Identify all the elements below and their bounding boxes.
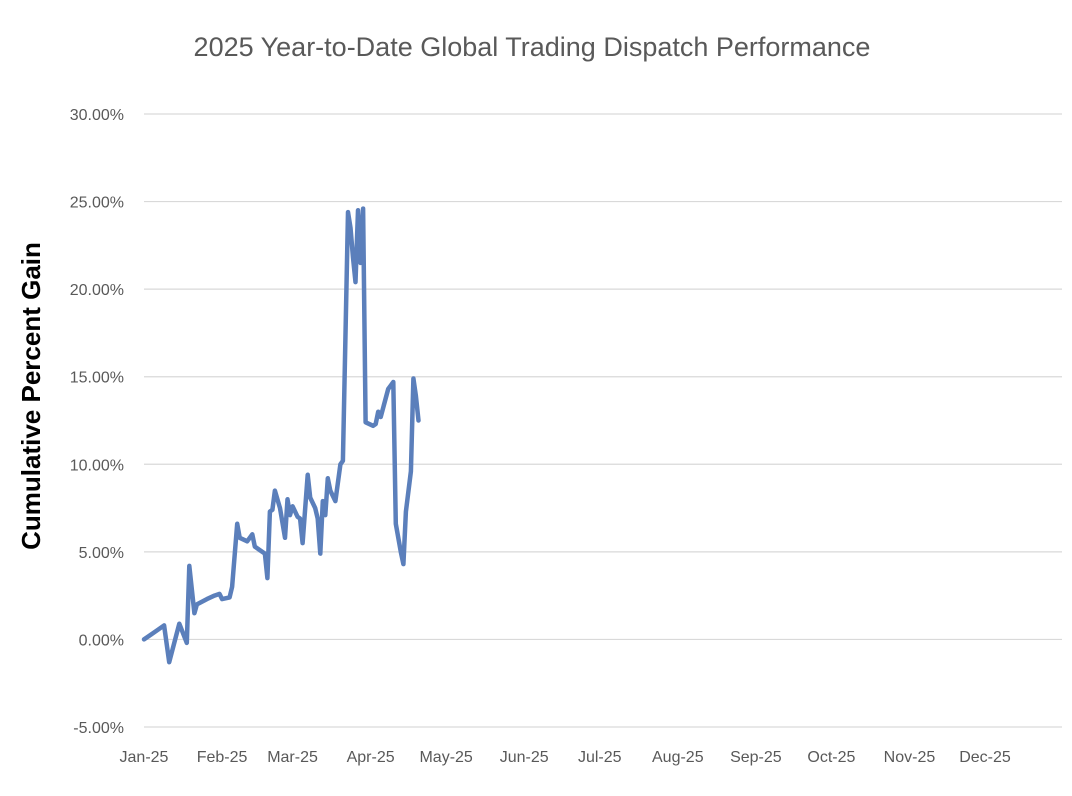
- x-tick-label: Mar-25: [267, 749, 318, 766]
- y-tick-label: 20.00%: [70, 282, 124, 299]
- y-tick-label: 0.00%: [79, 632, 124, 649]
- series-line: [141, 206, 421, 665]
- x-tick-label: Apr-25: [347, 749, 395, 766]
- gridlines: [144, 113, 1062, 728]
- x-tick-label: Aug-25: [652, 749, 704, 766]
- y-tick-label: 30.00%: [70, 107, 124, 124]
- y-tick-label: 5.00%: [79, 545, 124, 562]
- x-tick-label: Sep-25: [730, 749, 782, 766]
- y-tick-label: 25.00%: [70, 195, 124, 212]
- chart-title: 2025 Year-to-Date Global Trading Dispatc…: [194, 32, 871, 62]
- x-tick-label: Dec-25: [959, 749, 1011, 766]
- x-tick-label: Jul-25: [578, 749, 622, 766]
- y-tick-label: 15.00%: [70, 370, 124, 387]
- x-tick-label: Jun-25: [500, 749, 549, 766]
- x-tick-label: Nov-25: [884, 749, 936, 766]
- x-axis-tick-labels: Jan-25 Feb-25 Mar-25 Apr-25 May-25 Jun-25 Jul-…: [120, 749, 1011, 766]
- y-tick-label: -5.00%: [73, 720, 124, 737]
- y-axis-tick-labels: -5.00% 0.00% 5.00% 10.00% 15.00% 20.00% 25.00%…: [70, 107, 124, 737]
- x-tick-label: Jan-25: [120, 749, 169, 766]
- series-group: [141, 206, 421, 665]
- y-axis-label: Cumulative Percent Gain: [16, 242, 46, 550]
- x-tick-label: May-25: [419, 749, 472, 766]
- x-tick-label: Oct-25: [807, 749, 855, 766]
- x-tick-label: Feb-25: [197, 749, 248, 766]
- y-tick-label: 10.00%: [70, 457, 124, 474]
